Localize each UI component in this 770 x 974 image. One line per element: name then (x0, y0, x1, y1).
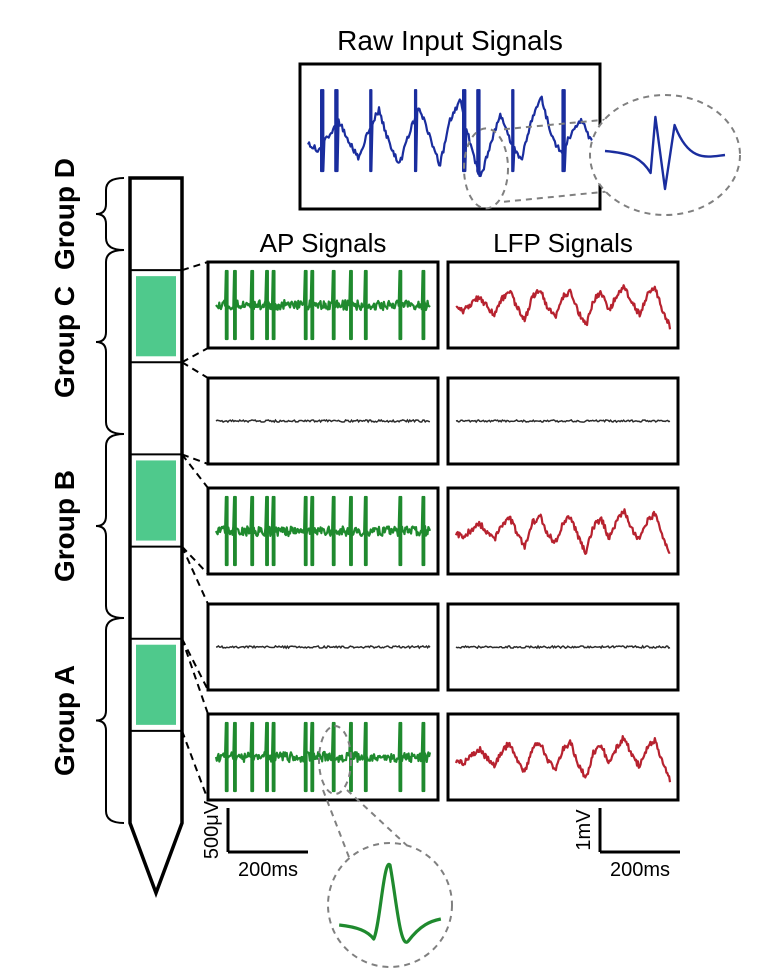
ap-signal-trace (216, 497, 430, 565)
group-brace (96, 618, 124, 823)
ap-flat-trace (216, 420, 430, 422)
raw-zoom-source (464, 128, 508, 208)
lfp-flat-trace (456, 646, 670, 648)
scalebar-ap: 500μV 200ms (201, 800, 308, 881)
connector-dash (182, 639, 208, 714)
ap-zoom-circle (328, 843, 452, 967)
lfp-signal-trace (456, 736, 670, 782)
scalebar-lfp-hlabel: 200ms (610, 859, 670, 881)
lfp-signal-trace (456, 509, 670, 554)
ap-signal-trace (216, 271, 430, 339)
electrode-pad (136, 460, 176, 540)
ap-flat-trace (216, 646, 430, 648)
group-brace (96, 250, 124, 434)
connector-dash (182, 262, 208, 270)
scalebar-lfp-vlabel: 1mV (573, 809, 595, 851)
scalebar-lfp: 1mV 200ms (573, 808, 680, 881)
raw-signal-trace (308, 90, 592, 176)
raw-zoom-connector2 (504, 191, 613, 202)
connector-dash (182, 348, 208, 362)
connector-dash (182, 547, 208, 604)
connector-dash (182, 731, 208, 800)
group-brace (96, 178, 124, 250)
title-lfp: LFP Signals (493, 228, 633, 258)
title-ap: AP Signals (260, 228, 387, 258)
lfp-flat-trace (456, 420, 670, 422)
group-label: Group C (49, 286, 80, 398)
connector-dash (182, 639, 208, 690)
scalebar-ap-vlabel: 500μV (201, 800, 223, 859)
connector-dash (182, 362, 208, 378)
raw-zoom-connector (504, 119, 613, 129)
electrode-pad (136, 645, 176, 725)
connector-dash (182, 547, 208, 574)
lfp-signal-trace (456, 285, 670, 329)
group-label: Group D (49, 158, 80, 270)
scalebar-ap-hlabel: 200ms (238, 859, 298, 881)
group-brace (96, 434, 124, 618)
title-raw: Raw Input Signals (337, 25, 563, 56)
group-label: Group A (49, 665, 80, 776)
group-label: Group B (49, 470, 80, 582)
electrode-pad (136, 276, 176, 356)
